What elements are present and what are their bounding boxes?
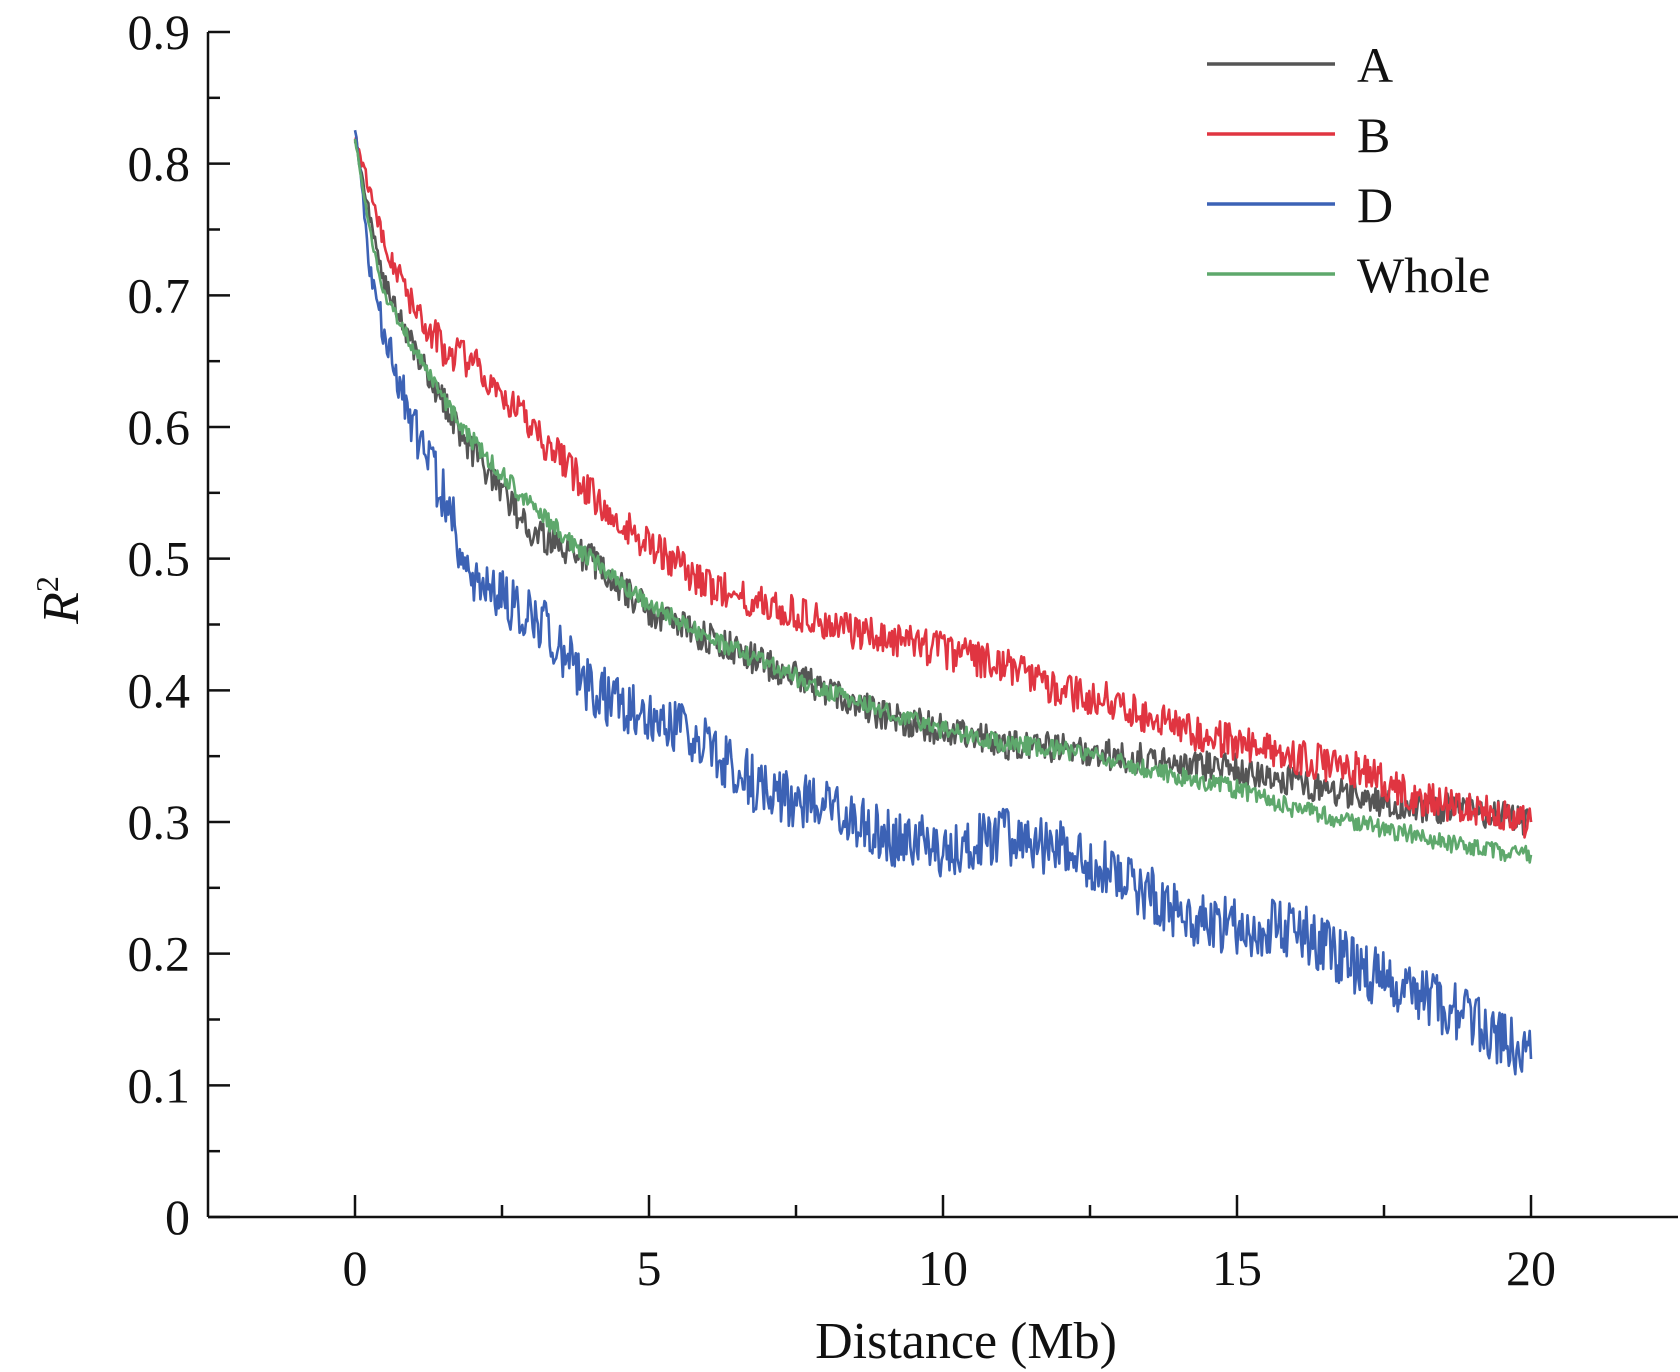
y-axis-title-superscript: 2 (29, 576, 65, 592)
y-tick-label: 0.4 (128, 662, 191, 718)
x-tick-label: 0 (343, 1240, 368, 1296)
x-tick-label: 15 (1212, 1240, 1262, 1296)
series-line-d (353, 129, 1533, 1076)
y-tick-label: 0.8 (128, 136, 191, 192)
x-tick-label: 20 (1506, 1240, 1556, 1296)
y-tick-label: 0 (165, 1189, 190, 1245)
y-tick-label: 0.6 (128, 399, 191, 455)
y-tick-label: 0.1 (128, 1057, 191, 1113)
legend: ABD Whole (1207, 37, 1490, 303)
y-tick-label: 0.7 (128, 267, 191, 323)
legend-label-a: A (1357, 37, 1393, 93)
x-tick-label: 5 (637, 1240, 662, 1296)
y-tick-label: 0.5 (128, 531, 191, 587)
legend-label-b: B (1357, 107, 1390, 163)
series-line-whole (353, 138, 1533, 864)
legend-label-d: D (1357, 177, 1393, 233)
y-axis-title-main: R (33, 592, 90, 625)
legend-label-whole: Whole (1357, 247, 1490, 303)
y-tick-label: 0.2 (128, 926, 191, 982)
x-axis-title: Distance (Mb) (815, 1313, 1117, 1370)
y-axis-title: R2 (29, 576, 90, 625)
y-tick-label: 0.9 (128, 4, 191, 60)
series-line-b (353, 135, 1533, 839)
x-ticks: 0 5 10 15 20 (343, 1195, 1556, 1296)
series-lines (353, 129, 1533, 1076)
y-ticks: 0 0.1 0.2 0.3 0.4 0.5 0.6 0.7 0.8 0.9 (128, 4, 230, 1245)
x-tick-label: 10 (918, 1240, 968, 1296)
y-tick-label: 0.3 (128, 794, 191, 850)
